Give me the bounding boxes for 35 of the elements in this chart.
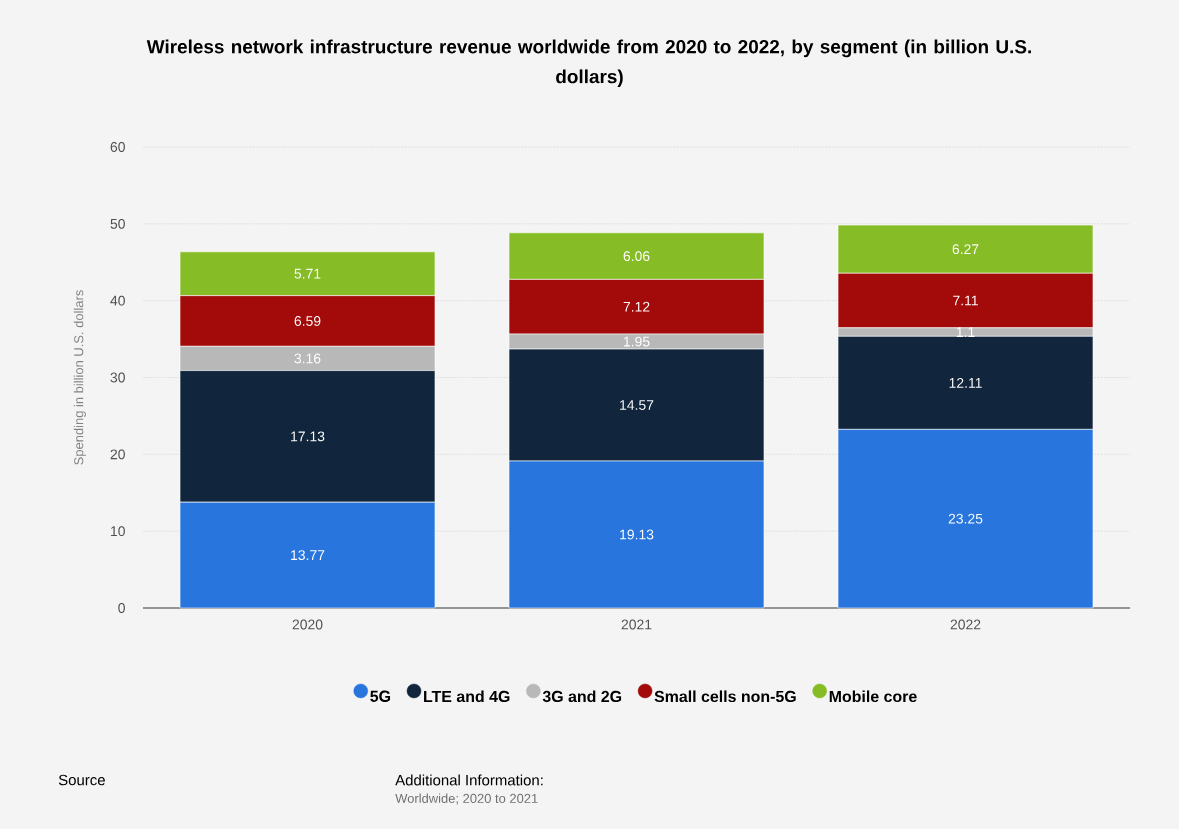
legend-label: Mobile core <box>829 690 917 703</box>
data-label: 7.12 <box>623 301 650 312</box>
data-label: 1.95 <box>624 336 650 347</box>
data-label: 1.1 <box>956 327 975 337</box>
y-tick-label: 10 <box>111 526 125 537</box>
x-tick-label: 2021 <box>621 619 652 630</box>
legend-label: Small cells non-5G <box>654 690 796 703</box>
data-label: 3.16 <box>294 353 321 364</box>
y-tick-label: 20 <box>110 449 125 460</box>
text: Source <box>58 774 105 786</box>
data-label: 5.71 <box>294 268 321 279</box>
y-tick-label: 40 <box>110 295 125 306</box>
legend-label: 5G <box>370 690 391 702</box>
text: Additional Information: <box>395 774 543 786</box>
data-label: 12.11 <box>949 377 982 388</box>
data-label: 7.11 <box>953 295 978 306</box>
data-label: 13.77 <box>291 550 325 561</box>
data-label: 6.27 <box>952 244 979 255</box>
data-label: 14.57 <box>620 400 654 410</box>
text: Worldwide; 2020 to 2021 <box>395 793 538 805</box>
y-tick-label: 50 <box>110 218 125 229</box>
y-tick-label: 30 <box>110 372 125 383</box>
data-label: 6.59 <box>294 316 321 326</box>
y-tick-label: 0 <box>118 603 125 613</box>
data-label: 19.13 <box>620 529 654 540</box>
chart-title: Wireless network infrastructure revenue worldwide from 2020 to 2022, by segment (in billion U.S. dollars) <box>146 39 1031 88</box>
legend-label: LTE and 4G <box>424 690 510 703</box>
data-label: 23.25 <box>948 513 983 524</box>
y-tick-label: 60 <box>110 142 125 152</box>
x-tick-label: 2020 <box>292 619 323 630</box>
x-tick-label: 2022 <box>950 619 981 630</box>
legend-label: 3G and 2G <box>542 690 622 703</box>
data-label: 17.13 <box>291 431 325 442</box>
data-label: 6.06 <box>623 251 650 262</box>
y-axis-title: Spending in billion U.S. dollars <box>73 290 86 465</box>
